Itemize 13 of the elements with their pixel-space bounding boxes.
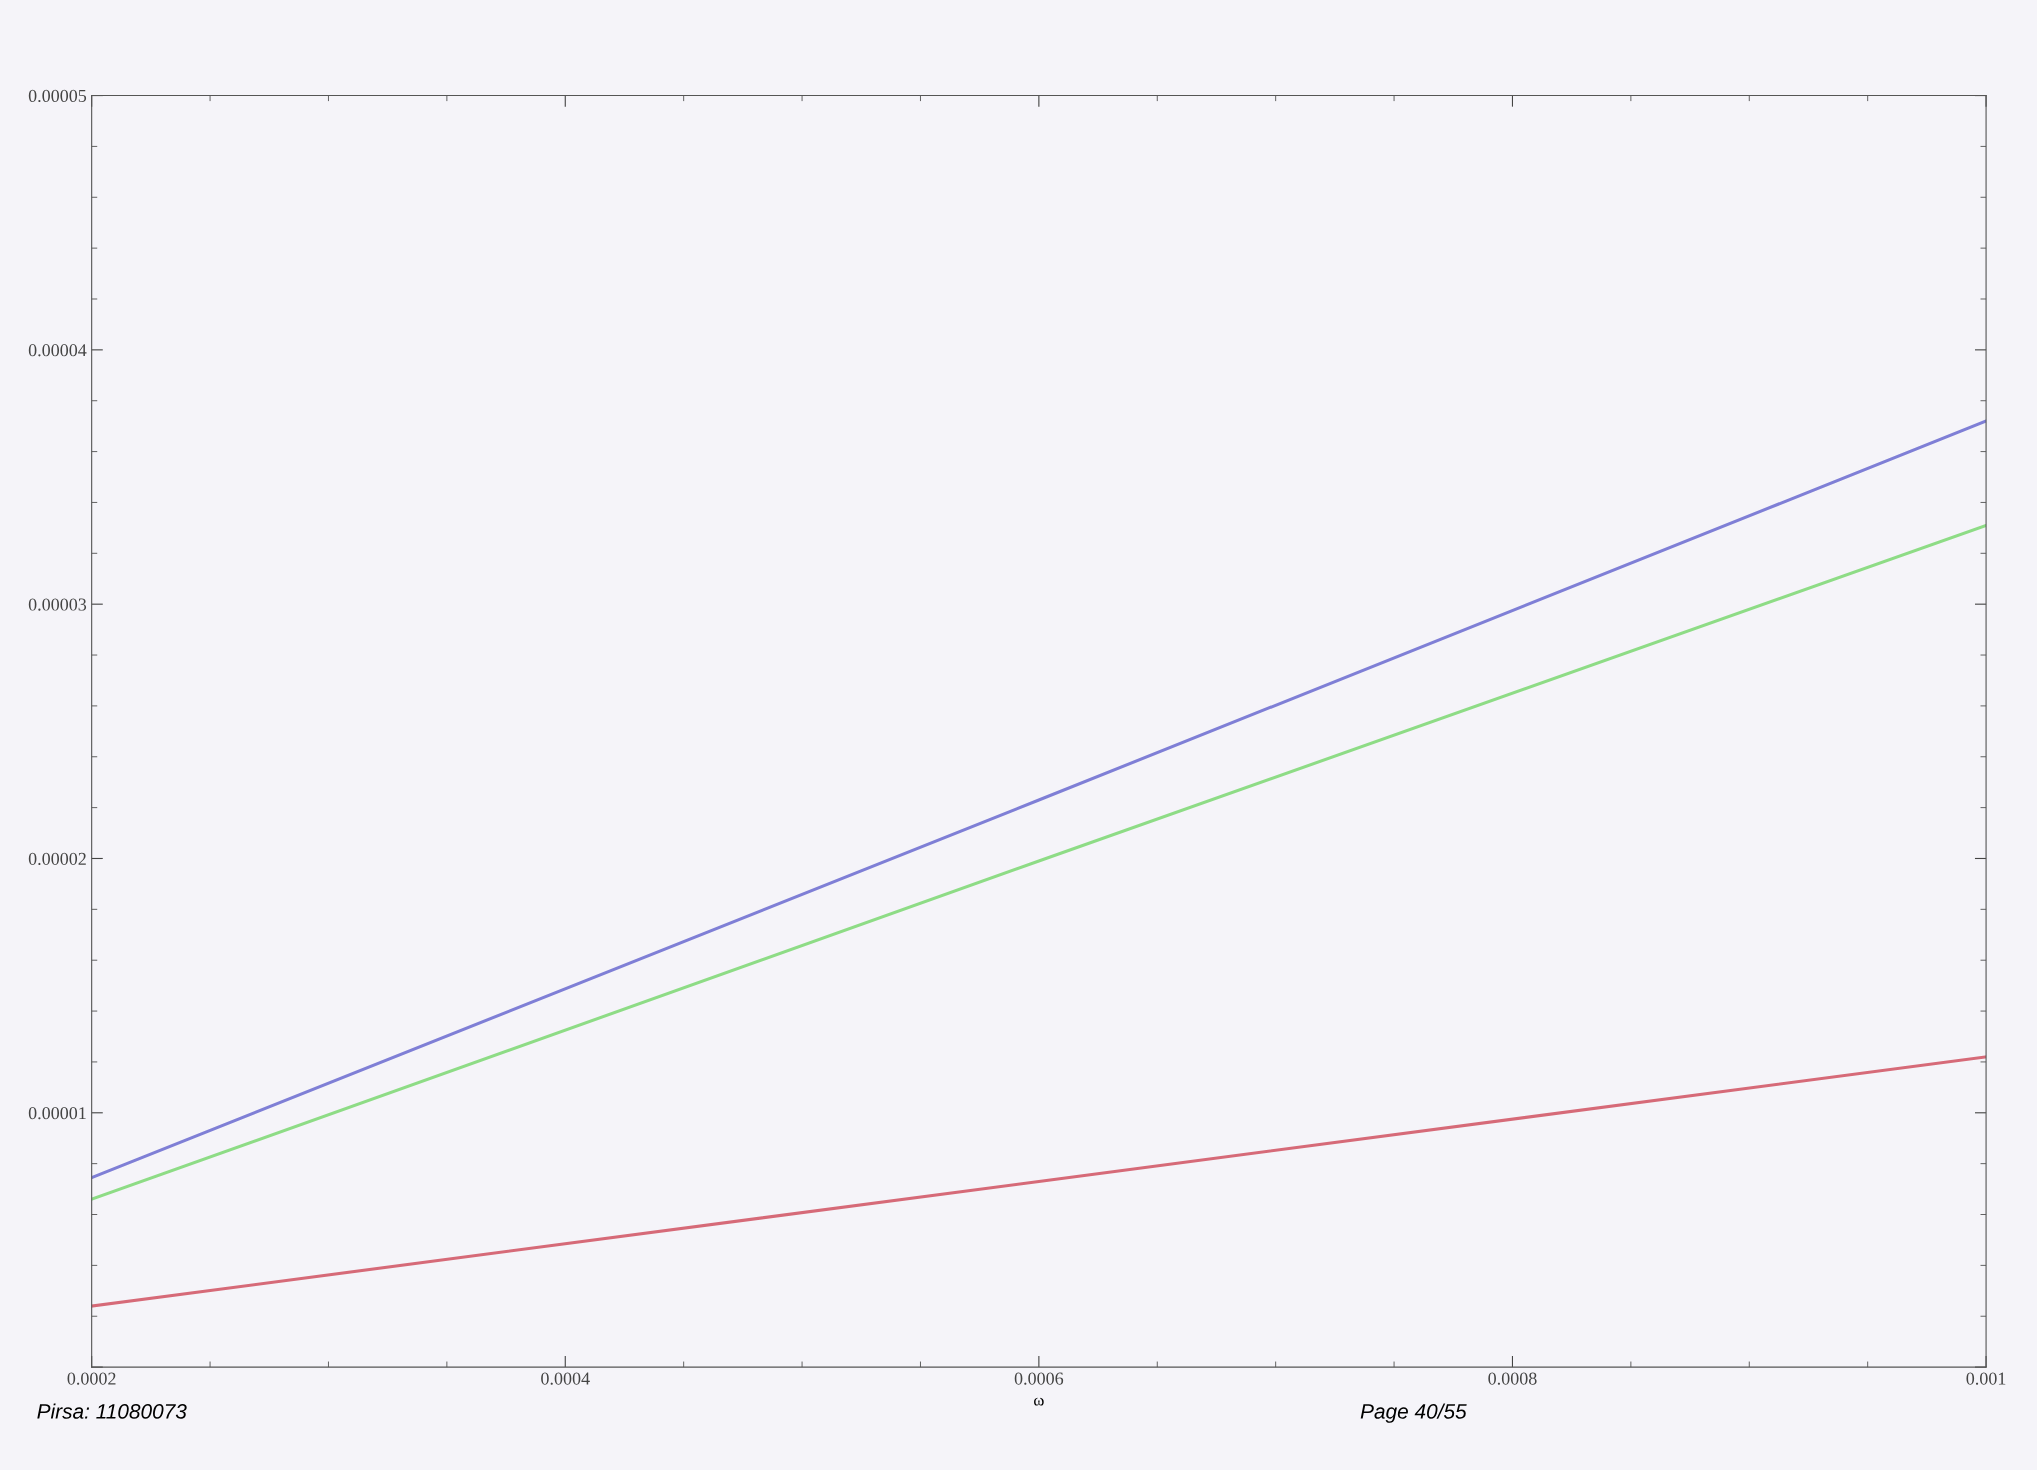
y-tick-label: 0.00004 [28, 344, 87, 357]
y-tick-label: 0.00005 [28, 89, 87, 103]
x-tick-label: 0.0002 [67, 1372, 116, 1385]
x-tick-label: 0.001 [1966, 1372, 2006, 1385]
x-axis-title: ω [1034, 1397, 1044, 1406]
text: Pirsa: 11080073 [37, 1403, 187, 1419]
x-tick-label: 0.0004 [541, 1372, 590, 1385]
text: Page 40/55 [1360, 1403, 1467, 1423]
y-tick-label: 0.00003 [28, 598, 87, 611]
y-tick-label: 0.00002 [28, 852, 86, 865]
x-tick-label: 0.0006 [1014, 1372, 1064, 1385]
y-tick-label: 0.00001 [28, 1107, 86, 1120]
x-tick-label: 0.0008 [1488, 1372, 1537, 1385]
